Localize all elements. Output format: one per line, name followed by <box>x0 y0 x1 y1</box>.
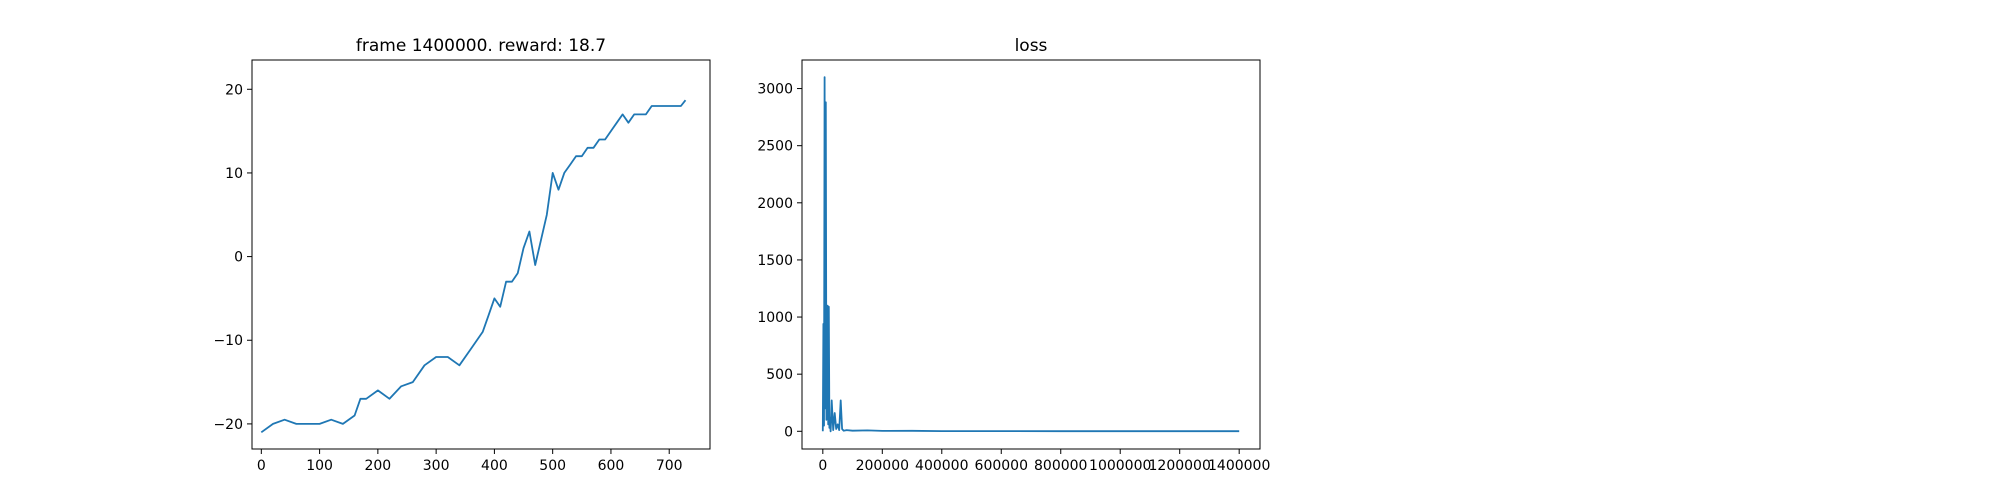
loss-series-line <box>821 76 1240 433</box>
loss-y-tick-label: 3000 <box>757 82 793 98</box>
reward-chart: frame 1400000. reward: 18.70 100 200 300 400… <box>213 36 711 474</box>
loss-y-tick-label: 0 <box>784 424 793 440</box>
loss-x-tick-label: 1200000 <box>1149 458 1211 474</box>
reward-x-tick-label: 500 <box>539 458 566 474</box>
reward-y-tick-label: −20 <box>213 417 243 433</box>
reward-x-tick-label: 0 <box>257 458 266 474</box>
reward-x-tick-label: 100 <box>306 458 333 474</box>
loss-y-tick-label: 2500 <box>757 139 793 155</box>
loss-x-tick-label: 1400000 <box>1208 458 1270 474</box>
reward-x-tick-label: 300 <box>423 458 450 474</box>
loss-x-tick-label: 0 <box>818 458 827 474</box>
loss-chart-title: loss <box>1015 36 1048 56</box>
reward-y-tick-label: 10 <box>225 166 243 182</box>
reward-series-line <box>260 99 687 434</box>
reward-y-tick-label: 20 <box>225 82 243 98</box>
loss-axes-frame <box>801 59 1261 450</box>
reward-chart-title: frame 1400000. reward: 18.7 <box>356 36 606 56</box>
loss-y-tick-label: 1500 <box>757 253 793 269</box>
reward-x-tick-label: 700 <box>656 458 683 474</box>
reward-y-tick-label: 0 <box>234 250 243 266</box>
loss-x-tick-label: 400000 <box>915 458 968 474</box>
loss-x-tick-label: 200000 <box>856 458 909 474</box>
reward-axes-frame <box>251 59 711 450</box>
reward-x-tick-label: 600 <box>598 458 625 474</box>
loss-y-tick-label: 500 <box>766 367 793 383</box>
loss-y-tick-label: 2000 <box>757 196 793 212</box>
loss-x-tick-label: 800000 <box>1034 458 1087 474</box>
reward-x-tick-label: 200 <box>364 458 391 474</box>
reward-x-tick-label: 400 <box>481 458 508 474</box>
loss-chart: loss 0 200000 400000 600000 800000 10000001200… <box>757 36 1270 474</box>
loss-x-tick-label: 600000 <box>975 458 1028 474</box>
loss-y-tick-label: 1000 <box>757 310 793 326</box>
loss-x-tick-label: 1000000 <box>1089 458 1151 474</box>
reward-y-tick-label: −10 <box>213 333 243 349</box>
